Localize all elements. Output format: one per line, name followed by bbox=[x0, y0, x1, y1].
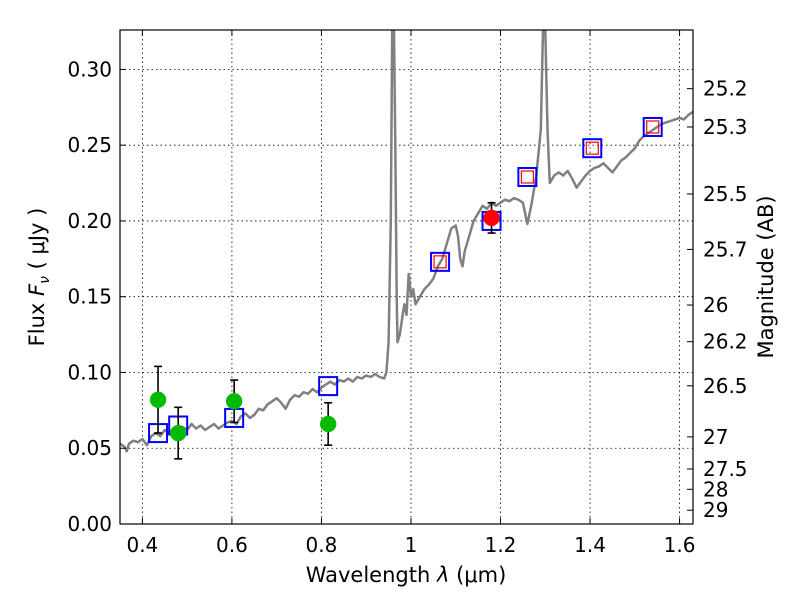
model-square-marker bbox=[318, 376, 339, 397]
series-layer bbox=[120, 30, 693, 460]
spectrum-line bbox=[120, 30, 693, 453]
y2-tick-label: 28 bbox=[703, 477, 728, 501]
model-square-marker bbox=[517, 166, 538, 187]
y-tick-label: 0.30 bbox=[67, 57, 112, 81]
y2-tick-label: 25.3 bbox=[703, 115, 748, 139]
model-square-marker bbox=[642, 116, 663, 137]
model-inner-square-marker bbox=[433, 255, 447, 269]
y-tick-label: 0.05 bbox=[67, 436, 112, 460]
y-tick-label: 0.10 bbox=[67, 360, 112, 384]
x-tick-label: 0.4 bbox=[126, 533, 158, 557]
y2-axis-label: Magnitude (AB) bbox=[754, 195, 778, 358]
y2-tick-label: 27.5 bbox=[703, 457, 748, 481]
y-tick-label: 0.20 bbox=[67, 209, 112, 233]
y2-tick-label: 25.7 bbox=[703, 237, 748, 261]
model-inner-square-marker bbox=[646, 120, 660, 134]
x-tick-label: 1.2 bbox=[485, 533, 517, 557]
y2-tick-label: 25.5 bbox=[703, 182, 748, 206]
detection-point bbox=[169, 424, 187, 442]
y2-tick-label: 27 bbox=[703, 425, 728, 449]
detection-point bbox=[319, 415, 337, 433]
model-square-marker bbox=[582, 138, 603, 159]
y-tick-label: 0.25 bbox=[67, 133, 112, 157]
y2-tick-label: 26.5 bbox=[703, 374, 748, 398]
axes: 0.4 0.6 0.8 1 1.2 1.4 1.6 0.00 0.05 0.10 0.15 0.20 0… bbox=[67, 30, 748, 557]
y2-tick-label: 25.2 bbox=[703, 77, 748, 101]
x-tick-label: 1.4 bbox=[574, 533, 606, 557]
y2-tick-label: 26.2 bbox=[703, 330, 748, 354]
x-tick-label: 1 bbox=[405, 533, 418, 557]
y2-tick-label: 26 bbox=[703, 293, 728, 317]
model-square-marker bbox=[430, 251, 451, 272]
model-inner-square-marker bbox=[520, 170, 534, 184]
y-axis-label: Flux Fν ( μJy ) bbox=[25, 208, 53, 347]
y2-tick-label: 29 bbox=[703, 498, 728, 522]
x-axis-label: Wavelength λ (μm) bbox=[306, 563, 507, 587]
model-inner-square-marker bbox=[585, 141, 599, 155]
x-tick-label: 0.6 bbox=[216, 533, 248, 557]
x-tick-label: 0.8 bbox=[306, 533, 338, 557]
detection-point bbox=[483, 209, 500, 227]
plot-frame bbox=[119, 29, 694, 525]
grid bbox=[120, 30, 693, 525]
y-tick-label: 0.00 bbox=[67, 512, 112, 536]
detection-point bbox=[225, 393, 243, 410]
detection-point bbox=[149, 391, 167, 408]
y-tick-label: 0.15 bbox=[67, 285, 112, 309]
x-tick-label: 1.6 bbox=[664, 533, 696, 557]
